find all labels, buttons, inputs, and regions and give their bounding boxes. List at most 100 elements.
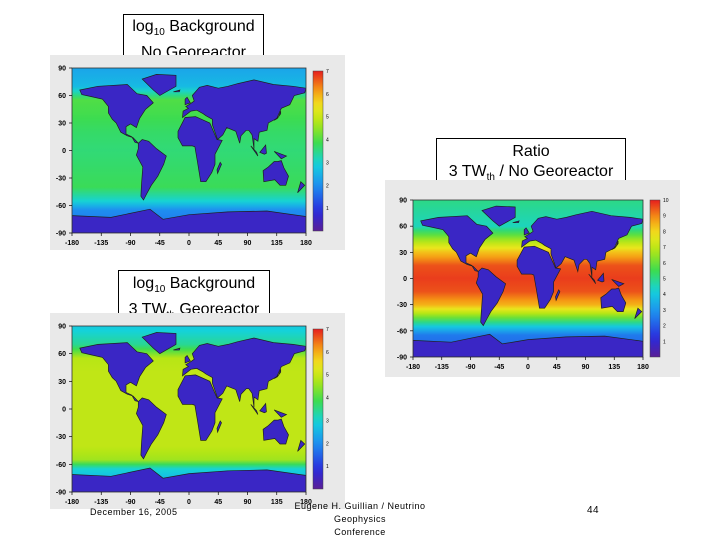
y-tick-label: -60	[397, 328, 407, 335]
colorbar-tick-label: 1	[326, 464, 329, 470]
landmass	[173, 347, 181, 351]
landmass	[141, 74, 177, 96]
landmass	[262, 160, 289, 186]
heatmap-panel-3: -180 -135 -90 -45 0 45 90 135 180 90 60 30 0 -30 -60 -9…	[385, 180, 680, 377]
y-tick-label: 90	[399, 198, 407, 205]
y-tick-label: -90	[56, 490, 66, 497]
colorbar-tick-label: 5	[326, 373, 329, 379]
landmass	[297, 181, 306, 193]
x-tick-label: 90	[244, 499, 252, 506]
landmass	[273, 151, 288, 160]
x-tick-label: 45	[553, 364, 561, 371]
landmass	[184, 354, 191, 364]
y-tick-label: 60	[58, 351, 66, 358]
panel-title-3: Ratio 3 TWth / No Georeactor	[436, 138, 626, 186]
colorbar-tick-label: 5	[663, 277, 666, 283]
y-tick-label: -90	[397, 355, 407, 362]
colorbar	[312, 328, 324, 490]
landmass	[611, 240, 619, 251]
landmass	[259, 402, 267, 414]
x-tick-label: -90	[125, 240, 135, 247]
y-tick-label: -60	[56, 462, 66, 469]
landmass	[79, 342, 154, 403]
colorbar-tick-label: 4	[663, 292, 666, 298]
landmass	[588, 273, 597, 284]
colorbar-tick-label: 6	[326, 92, 329, 98]
colorbar-tick-label: 7	[326, 69, 329, 75]
heatmap-panel-1: -180 -135 -90 -45 0 45 90 135 180 90 60 30 0 -30 -60 -9…	[50, 55, 345, 250]
continents	[413, 205, 643, 357]
landmass	[523, 227, 530, 236]
landmass	[182, 337, 306, 408]
landmass	[72, 208, 306, 233]
colorbar-tick-label: 1	[326, 206, 329, 212]
continents	[72, 74, 306, 233]
landmass	[79, 84, 154, 144]
y-tick-label: -30	[397, 302, 407, 309]
y-tick-label: -30	[56, 434, 66, 441]
landmass	[173, 89, 181, 93]
landmass	[273, 369, 282, 379]
colorbar-tick-label: 7	[663, 245, 666, 251]
y-tick-label: 0	[62, 148, 66, 155]
y-tick-label: 90	[58, 324, 66, 331]
y-tick-label: 30	[399, 250, 407, 257]
colorbar-tick-label: 6	[326, 350, 329, 356]
landmass	[216, 161, 222, 175]
x-tick-label: -90	[125, 499, 135, 506]
colorbar-tick-label: 2	[326, 441, 329, 447]
landmass	[512, 220, 520, 224]
x-tick-label: 180	[637, 364, 649, 371]
landmass	[634, 307, 643, 319]
y-tick-label: 0	[62, 407, 66, 414]
landmass	[177, 374, 223, 441]
x-tick-label: 180	[300, 240, 312, 247]
landmass	[250, 404, 259, 415]
landmass	[184, 96, 191, 106]
footer-date: December 16, 2005	[90, 507, 178, 517]
colorbar-tick-label: 7	[326, 327, 329, 333]
x-tick-label: 0	[187, 240, 191, 247]
landmass	[182, 79, 306, 149]
x-tick-label: -90	[465, 364, 475, 371]
y-tick-label: 30	[58, 121, 66, 128]
landmass	[136, 139, 167, 201]
landmass	[600, 287, 627, 312]
landmass	[250, 145, 259, 157]
landmass	[273, 409, 288, 418]
heatmap-no-georeactor: -180 -135 -90 -45 0 45 90 135 1809060300-30-60-9…	[50, 55, 345, 250]
y-tick-label: -30	[56, 176, 66, 183]
landmass	[521, 210, 643, 277]
landmass	[475, 267, 507, 327]
colorbar-tick-label: 2	[663, 324, 666, 330]
colorbar-tick-label: 8	[663, 229, 666, 235]
x-tick-label: -45	[494, 364, 504, 371]
colorbar-tick-label: 4	[326, 138, 329, 144]
x-tick-label: 135	[271, 499, 283, 506]
x-tick-label: 45	[214, 240, 222, 247]
colorbar-tick-label: 10	[663, 198, 669, 204]
colorbar-tick-label: 3	[663, 308, 666, 314]
landmass	[259, 144, 267, 155]
y-tick-label: 60	[399, 224, 407, 231]
landmass	[597, 272, 605, 283]
heatmap-3tw-georeactor: -180 -135 -90 -45 0 45 90 135 1809060300-30-60-9…	[50, 313, 345, 509]
x-tick-label: 135	[271, 240, 283, 247]
y-tick-label: 60	[58, 93, 66, 100]
landmass	[177, 116, 223, 183]
x-tick-label: 180	[300, 499, 312, 506]
panel-title-1: log10 Background No Georeactor	[123, 14, 264, 61]
landmass	[413, 333, 643, 357]
landmass	[136, 397, 167, 460]
panel-title-2: log10 Background 3 TWth Georeactor	[118, 270, 270, 321]
x-tick-label: -135	[94, 499, 108, 506]
landmass	[555, 289, 561, 302]
footer-author: Eugene H. Guillian / Neutrino Geophysics…	[294, 501, 426, 537]
landmass	[481, 205, 516, 227]
x-tick-label: 0	[526, 364, 530, 371]
landmass	[216, 420, 222, 434]
x-tick-label: 0	[187, 499, 191, 506]
colorbar-tick-label: 2	[326, 183, 329, 189]
landmass	[273, 110, 282, 121]
x-tick-label: -180	[406, 364, 420, 371]
